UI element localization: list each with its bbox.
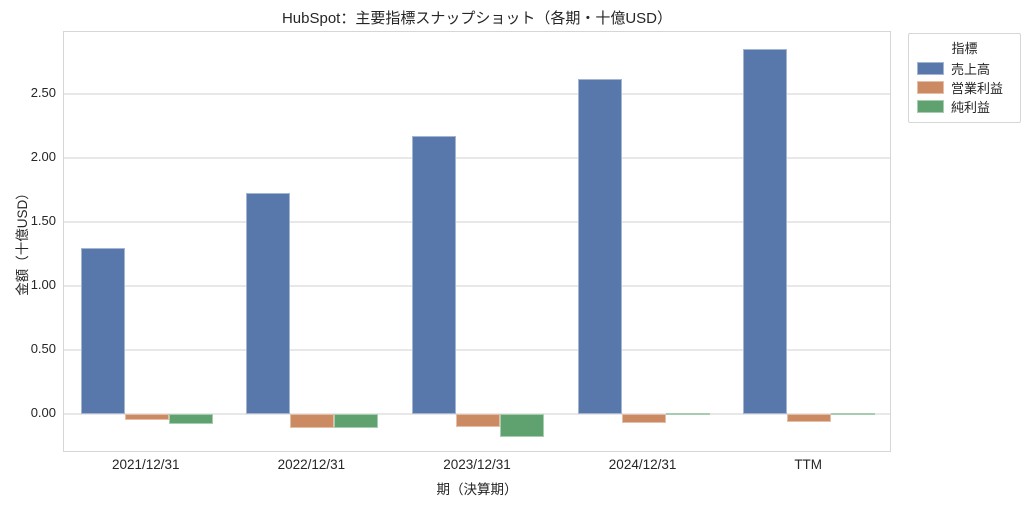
y-tick-label: 2.00 [30, 149, 56, 165]
y-tick-label: 0.00 [30, 404, 56, 420]
revenue-bar-2021-12-31 [80, 247, 125, 414]
gridline [64, 221, 890, 223]
legend-swatch-revenue [917, 62, 944, 75]
x-tick-label: 2022/12/31 [277, 457, 346, 472]
x-tick-label: 2023/12/31 [443, 457, 511, 472]
y-tick-label: 2.50 [30, 85, 56, 101]
legend-label: 売上高 [951, 62, 991, 77]
chart-title: HubSpot：主要指標スナップショット（各期・十億USD） [281, 10, 673, 27]
legend-swatch-net-income [917, 100, 944, 113]
x-tick-label: 2021/12/31 [112, 457, 180, 472]
legend-items: 売上高営業利益純利益 [915, 59, 1014, 116]
operating-income-bar-2024-12-31 [621, 413, 666, 423]
net-income-bar-2022-12-31 [334, 413, 379, 429]
legend-label: 純利益 [951, 100, 991, 115]
revenue-bar-2023-12-31 [412, 136, 456, 414]
x-axis-label: 期（決算期） [436, 482, 518, 497]
gridline [64, 349, 890, 351]
legend-swatch-operating-income [917, 81, 944, 94]
legend-item-operating-income: 営業利益 [915, 78, 1014, 97]
operating-income-bar-2022-12-31 [290, 413, 335, 429]
net-income-bar-2023-12-31 [500, 413, 544, 437]
y-tick-label: 1.50 [30, 213, 56, 229]
revenue-bar-2022-12-31 [246, 192, 291, 414]
operating-income-bar-TTM [787, 413, 832, 422]
operating-income-bar-2021-12-31 [124, 413, 169, 421]
operating-income-bar-2023-12-31 [456, 413, 500, 427]
net-income-bar-2024-12-31 [665, 413, 710, 416]
revenue-bar-TTM [743, 49, 788, 414]
legend-item-net-income: 純利益 [915, 97, 1014, 116]
x-tick-label: TTM [794, 457, 823, 472]
legend: 指標 売上高営業利益純利益 [908, 33, 1021, 123]
gridline [64, 93, 890, 95]
legend-title: 指標 [951, 41, 978, 56]
gridline [64, 285, 890, 287]
gridline [64, 157, 890, 159]
y-tick-label: 1.00 [30, 277, 56, 292]
net-income-bar-TTM [831, 412, 876, 415]
y-tick-label: 0.50 [30, 340, 56, 356]
x-tick-label: 2024/12/31 [608, 457, 677, 472]
revenue-bar-2024-12-31 [577, 78, 622, 414]
plot-area [63, 31, 891, 452]
legend-label: 営業利益 [951, 81, 1004, 96]
net-income-bar-2021-12-31 [168, 413, 213, 425]
legend-item-revenue: 売上高 [915, 59, 1014, 78]
